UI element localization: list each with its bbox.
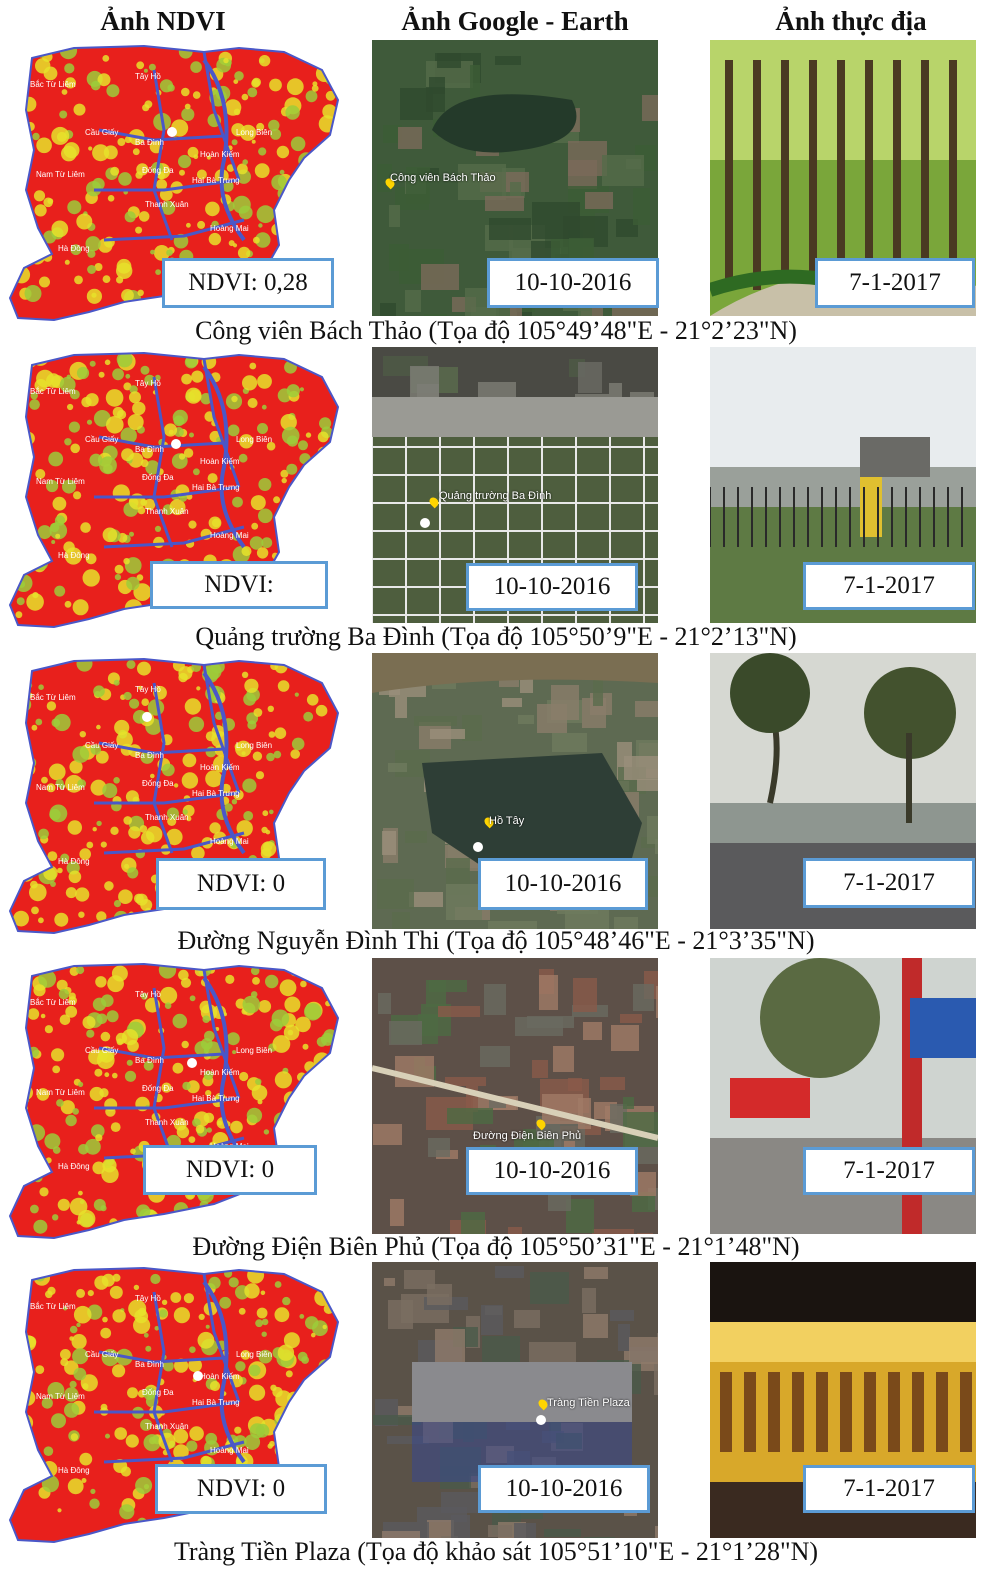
google-earth-place-label: Công viên Bách Thảo bbox=[390, 172, 496, 184]
ndvi-column-header: Ảnh NDVI bbox=[100, 6, 226, 36]
district-label: Hoàng Mai bbox=[210, 531, 249, 540]
district-label: Nam Từ Liêm bbox=[36, 1392, 85, 1401]
district-label: Hoàng Mai bbox=[210, 1446, 249, 1455]
google-earth-place-label: Tràng Tiền Plaza bbox=[547, 1397, 630, 1409]
google-earth-date-label: 10-10-2016 bbox=[478, 1465, 650, 1513]
field-photo-date-label: 7-1-2017 bbox=[803, 858, 975, 908]
district-label: Bắc Từ Liêm bbox=[30, 387, 76, 396]
district-label: Hai Bà Trưng bbox=[192, 1398, 240, 1407]
district-label: Hoàng Mai bbox=[210, 224, 249, 233]
google-earth-column-header: Ảnh Google - Earth bbox=[401, 6, 629, 36]
district-label: Bắc Từ Liêm bbox=[30, 693, 76, 702]
district-label: Đống Đa bbox=[142, 166, 174, 175]
location-marker bbox=[187, 1058, 197, 1068]
district-label: Cầu Giấy bbox=[85, 128, 119, 137]
district-label: Hai Bà Trưng bbox=[192, 483, 240, 492]
field-photo-date-label: 7-1-2017 bbox=[815, 258, 975, 308]
location-marker bbox=[142, 712, 152, 722]
location-marker bbox=[171, 439, 181, 449]
district-label: Nam Từ Liêm bbox=[36, 170, 85, 179]
google-earth-date-label: 10-10-2016 bbox=[466, 1147, 638, 1195]
ndvi-value-label: NDVI: 0 bbox=[143, 1145, 317, 1195]
district-label: Cầu Giấy bbox=[85, 435, 119, 444]
district-label: Thanh Xuân bbox=[145, 507, 189, 516]
district-label: Đống Đa bbox=[142, 779, 174, 788]
location-caption: Đường Điện Biên Phủ (Tọa độ 105°50’31"E … bbox=[192, 1232, 800, 1261]
district-label: Thanh Xuân bbox=[145, 200, 189, 209]
district-label: Cầu Giấy bbox=[85, 1350, 119, 1359]
district-label: Tây Hồ bbox=[135, 379, 161, 388]
location-marker bbox=[536, 1415, 546, 1425]
location-marker bbox=[420, 518, 430, 528]
location-caption: Tràng Tiền Plaza (Tọa độ khảo sát 105°51… bbox=[173, 1537, 819, 1566]
location-marker bbox=[167, 127, 177, 137]
district-label: Hà Đông bbox=[58, 857, 90, 866]
district-label: Ba Đình bbox=[135, 1360, 164, 1369]
district-label: Tây Hồ bbox=[135, 685, 161, 694]
ndvi-value-label: NDVI: 0 bbox=[156, 858, 326, 910]
ndvi-map bbox=[4, 40, 346, 324]
district-label: Hoàn Kiếm bbox=[200, 150, 240, 159]
district-label: Long Biên bbox=[236, 1350, 273, 1359]
district-label: Thanh Xuân bbox=[145, 813, 189, 822]
district-label: Long Biên bbox=[236, 128, 273, 137]
location-caption: Đường Nguyễn Đình Thi (Tọa độ 105°48’46"… bbox=[177, 926, 815, 955]
district-label: Đống Đa bbox=[142, 473, 174, 482]
district-label: Bắc Từ Liêm bbox=[30, 1302, 76, 1311]
location-marker bbox=[473, 842, 483, 852]
district-label: Ba Đình bbox=[135, 138, 164, 147]
ndvi-map bbox=[4, 347, 346, 631]
district-label: Hà Đông bbox=[58, 244, 90, 253]
location-caption: Công viên Bách Thảo (Tọa độ 105°49’48"E … bbox=[195, 316, 797, 345]
district-label: Tây Hồ bbox=[135, 72, 161, 81]
district-label: Hai Bà Trưng bbox=[192, 1094, 240, 1103]
ndvi-value-label: NDVI: 0,28 bbox=[162, 258, 334, 308]
google-earth-date-label: 10-10-2016 bbox=[487, 258, 659, 308]
district-label: Đống Đa bbox=[142, 1388, 174, 1397]
district-label: Ba Đình bbox=[135, 751, 164, 760]
location-marker bbox=[193, 1371, 203, 1381]
district-label: Tây Hồ bbox=[135, 990, 161, 999]
field-photo-date-label: 7-1-2017 bbox=[803, 562, 975, 610]
field-photo-column-header: Ảnh thực địa bbox=[775, 6, 927, 36]
district-label: Ba Đình bbox=[135, 445, 164, 454]
district-label: Thanh Xuân bbox=[145, 1118, 189, 1127]
ndvi-value-label: NDVI: 0 bbox=[155, 1464, 327, 1514]
district-label: Thanh Xuân bbox=[145, 1422, 189, 1431]
google-earth-place-label: Đường Điện Biên Phủ bbox=[473, 1130, 582, 1142]
google-earth-date-label: 10-10-2016 bbox=[478, 858, 648, 910]
district-label: Bắc Từ Liêm bbox=[30, 998, 76, 1007]
district-label: Bắc Từ Liêm bbox=[30, 80, 76, 89]
district-label: Long Biên bbox=[236, 1046, 273, 1055]
google-earth-place-label: Hồ Tây bbox=[489, 815, 525, 827]
district-label: Hoàn Kiếm bbox=[200, 1068, 240, 1077]
district-label: Ba Đình bbox=[135, 1056, 164, 1065]
district-label: Hoàn Kiếm bbox=[200, 763, 240, 772]
district-label: Đống Đa bbox=[142, 1084, 174, 1093]
google-earth-place-label: Quảng trường Ba Đình bbox=[439, 490, 552, 502]
district-label: Hoàn Kiếm bbox=[200, 1372, 240, 1381]
district-label: Long Biên bbox=[236, 741, 273, 750]
district-label: Hai Bà Trưng bbox=[192, 176, 240, 185]
district-label: Nam Từ Liêm bbox=[36, 783, 85, 792]
district-label: Hà Đông bbox=[58, 551, 90, 560]
location-caption: Quảng trường Ba Đình (Tọa độ 105°50’9"E … bbox=[195, 622, 797, 651]
field-photo-date-label: 7-1-2017 bbox=[803, 1465, 975, 1513]
district-label: Hà Đông bbox=[58, 1162, 90, 1171]
district-label: Nam Từ Liêm bbox=[36, 1088, 85, 1097]
google-earth-date-label: 10-10-2016 bbox=[466, 563, 638, 611]
district-label: Hà Đông bbox=[58, 1466, 90, 1475]
district-label: Tây Hồ bbox=[135, 1294, 161, 1303]
district-label: Long Biên bbox=[236, 435, 273, 444]
district-label: Cầu Giấy bbox=[85, 741, 119, 750]
district-label: Cầu Giấy bbox=[85, 1046, 119, 1055]
district-label: Hoàng Mai bbox=[210, 837, 249, 846]
ndvi-value-label: NDVI: bbox=[150, 561, 328, 609]
district-label: Hai Bà Trưng bbox=[192, 789, 240, 798]
field-photo-date-label: 7-1-2017 bbox=[803, 1147, 975, 1195]
district-label: Hoàn Kiếm bbox=[200, 457, 240, 466]
district-label: Nam Từ Liêm bbox=[36, 477, 85, 486]
